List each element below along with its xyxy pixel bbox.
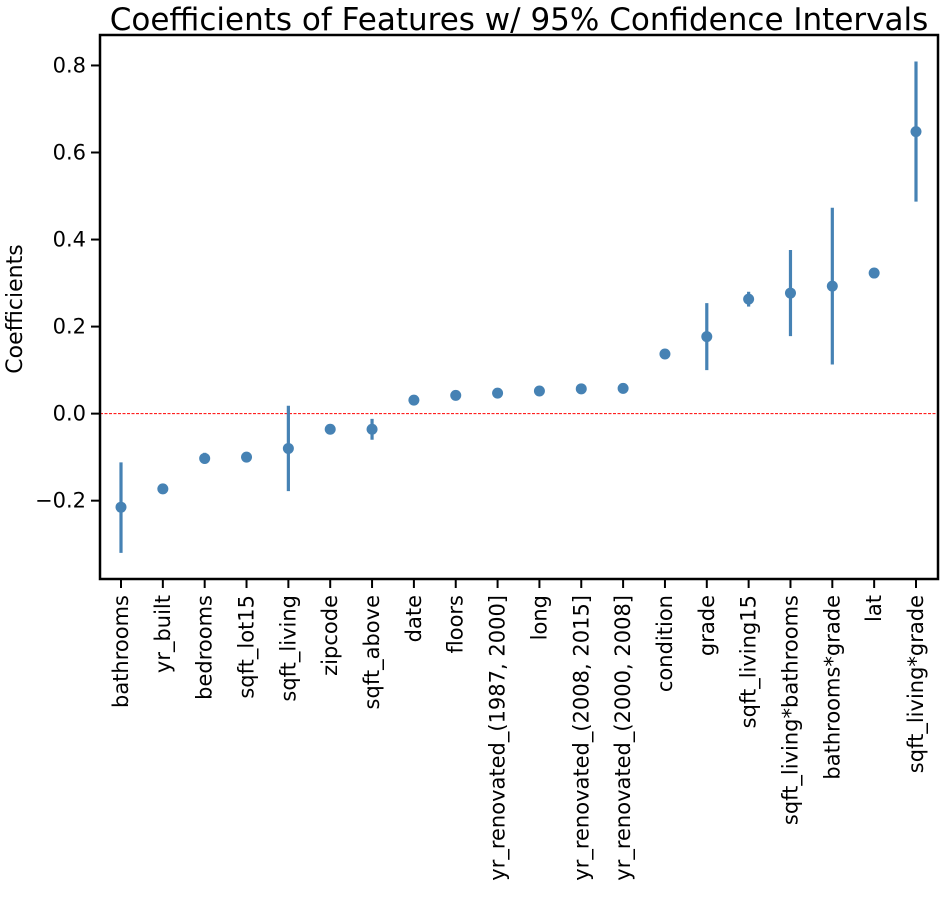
coefficient-point (366, 423, 378, 435)
x-tick-label: sqft_living15 (737, 595, 762, 728)
x-tick-label: zipcode (318, 595, 342, 676)
x-tick-label: bathrooms*grade (820, 595, 844, 780)
x-tick-label: sqft_living*bathrooms (778, 595, 803, 825)
x-tick-label: floors (444, 595, 468, 654)
y-tick-label: 0.6 (53, 141, 86, 165)
y-axis-label: Coefficients (3, 244, 28, 373)
coefficient-point (324, 423, 336, 435)
coefficient-point (241, 451, 253, 463)
coefficient-point (157, 483, 169, 495)
x-tick-label: sqft_living*grade (904, 595, 929, 773)
coefficient-point (617, 382, 629, 394)
coefficient-point (282, 442, 294, 454)
chart-title: Coefficients of Features w/ 95% Confiden… (110, 2, 929, 38)
x-tick-label: bathrooms (109, 595, 133, 708)
x-tick-label: sqft_above (360, 595, 385, 709)
y-tick-label: 0.8 (53, 53, 86, 77)
coefficient-point (659, 348, 671, 360)
coefficient-point (450, 389, 462, 401)
coefficient-point (575, 383, 587, 395)
coefficient-point (784, 287, 796, 299)
coefficient-point (868, 267, 880, 279)
x-tick-label: bedrooms (193, 595, 217, 700)
y-tick-label: −0.2 (35, 489, 86, 513)
coefficient-point (826, 280, 838, 292)
y-tick-label: 0.0 (53, 402, 86, 426)
coefficient-point (408, 394, 420, 406)
y-tick-label: 0.2 (53, 315, 86, 339)
x-tick-label: long (527, 595, 551, 640)
x-axis-ticks: bathrooms yr_built bedrooms sqft_lot15 sqft_… (109, 579, 929, 881)
coefficient-point (701, 331, 713, 343)
x-tick-label: lat (862, 595, 886, 622)
coefficient-point (743, 293, 755, 305)
x-tick-label: grade (695, 595, 719, 656)
coefficient-point (199, 452, 211, 464)
coefficient-point (115, 501, 127, 513)
points-group (115, 126, 922, 513)
x-tick-label: yr_renovated_(1987, 2000] (486, 595, 511, 881)
coefficient-point (533, 385, 545, 397)
y-tick-label: 0.4 (53, 228, 86, 252)
coefficient-point (492, 387, 504, 399)
x-tick-label: yr_renovated_(2000, 2008] (611, 595, 636, 881)
plot-area-frame (98, 33, 940, 581)
error-bars-group (119, 61, 918, 553)
x-tick-label: date (402, 595, 426, 642)
y-axis-ticks: −0.2 0.0 0.2 0.4 0.6 0.8 (35, 53, 100, 513)
x-tick-label: sqft_living (276, 595, 301, 702)
x-tick-label: sqft_lot15 (235, 595, 260, 699)
x-tick-label: yr_built (151, 595, 176, 673)
coefficient-point (910, 126, 922, 138)
x-tick-label: condition (653, 595, 677, 692)
x-tick-label: yr_renovated_(2008, 2015] (569, 595, 594, 881)
